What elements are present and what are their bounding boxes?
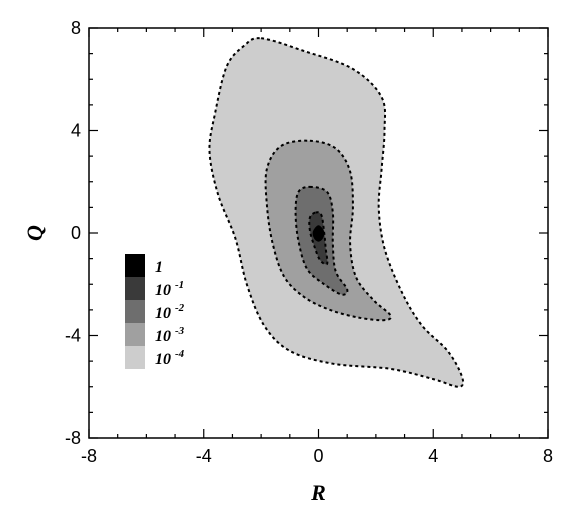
legend-swatch (125, 323, 145, 346)
x-axis: -8 -4 0 4 8 (81, 28, 553, 466)
legend-label: 10 -3 (155, 325, 185, 345)
x-tick-label: 4 (428, 446, 438, 466)
legend-swatch (125, 346, 145, 369)
legend: 1 10-1 10-2 10-3 10-4 (125, 254, 185, 369)
contour-layer (208, 37, 465, 388)
legend-label: 10 -2 (155, 302, 185, 322)
x-tick-label: -4 (196, 446, 212, 466)
contour-1 (312, 225, 325, 242)
x-axis-title: R (310, 480, 326, 505)
legend-swatch (125, 254, 145, 277)
legend-label: 10 -4 (155, 348, 185, 368)
x-tick-label: -8 (81, 446, 97, 466)
y-tick-label: 8 (71, 18, 81, 38)
y-axis-title: Q (22, 225, 47, 241)
y-axis: -8 -4 0 4 8 (65, 18, 548, 448)
legend-label: 1 (155, 259, 163, 276)
y-tick-label: -8 (65, 428, 81, 448)
y-tick-label: -4 (65, 326, 81, 346)
legend-label: 10 -1 (155, 279, 184, 299)
x-tick-label: 0 (313, 446, 323, 466)
y-tick-label: 0 (71, 223, 81, 243)
x-tick-label: 8 (543, 446, 553, 466)
y-tick-label: 4 (71, 121, 81, 141)
legend-swatch (125, 277, 145, 300)
legend-swatch (125, 300, 145, 323)
